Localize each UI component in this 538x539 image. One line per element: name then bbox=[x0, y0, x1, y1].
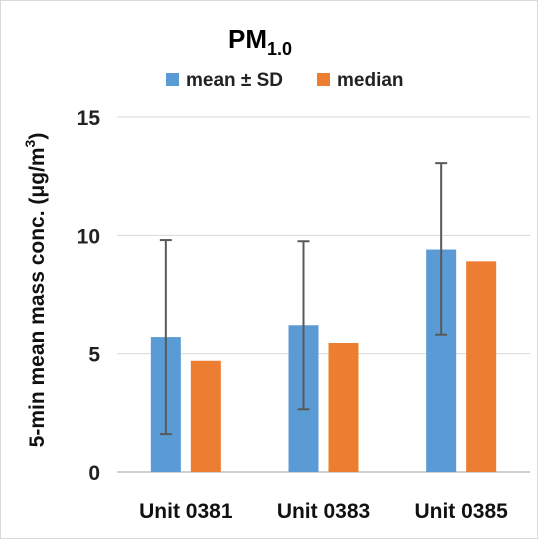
y-axis-label-main: 5-min mean mass conc. (μg/m bbox=[26, 147, 49, 447]
gridlines bbox=[117, 116, 530, 473]
y-tick-label-10: 10 bbox=[77, 225, 100, 248]
y-axis-ticks: 0 5 10 15 bbox=[77, 107, 101, 485]
chart-title-subscript: 1.0 bbox=[267, 39, 292, 59]
bar-median-2 bbox=[466, 261, 497, 472]
legend: mean ± SD median bbox=[166, 70, 404, 91]
chart-title: PM1.0 bbox=[228, 24, 292, 59]
error-bar-0 bbox=[159, 239, 172, 436]
legend-label-median: median bbox=[337, 70, 404, 91]
y-tick-label-15: 15 bbox=[77, 107, 101, 130]
x-axis-categories: Unit 0381 Unit 0383 Unit 0385 bbox=[139, 500, 508, 523]
legend-label-mean: mean ± SD bbox=[186, 70, 283, 91]
y-axis-label: 5-min mean mass conc. (μg/m3) bbox=[22, 133, 49, 448]
x-category-label-2: Unit 0385 bbox=[414, 500, 508, 523]
x-category-label-1: Unit 0383 bbox=[277, 500, 370, 523]
y-tick-label-5: 5 bbox=[88, 344, 100, 367]
error-bar-1 bbox=[297, 240, 310, 411]
x-category-label-0: Unit 0381 bbox=[139, 500, 233, 523]
y-axis-label-suffix: ) bbox=[26, 133, 49, 140]
legend-swatch-mean bbox=[166, 73, 179, 86]
bar-median-0 bbox=[190, 360, 221, 472]
error-bars bbox=[159, 162, 448, 436]
bar-median-1 bbox=[328, 343, 359, 472]
y-tick-label-0: 0 bbox=[88, 462, 100, 485]
legend-swatch-median bbox=[317, 73, 330, 86]
error-bar-2 bbox=[435, 162, 448, 336]
chart-title-main: PM bbox=[228, 24, 267, 54]
y-axis-label-superscript: 3 bbox=[22, 139, 38, 147]
